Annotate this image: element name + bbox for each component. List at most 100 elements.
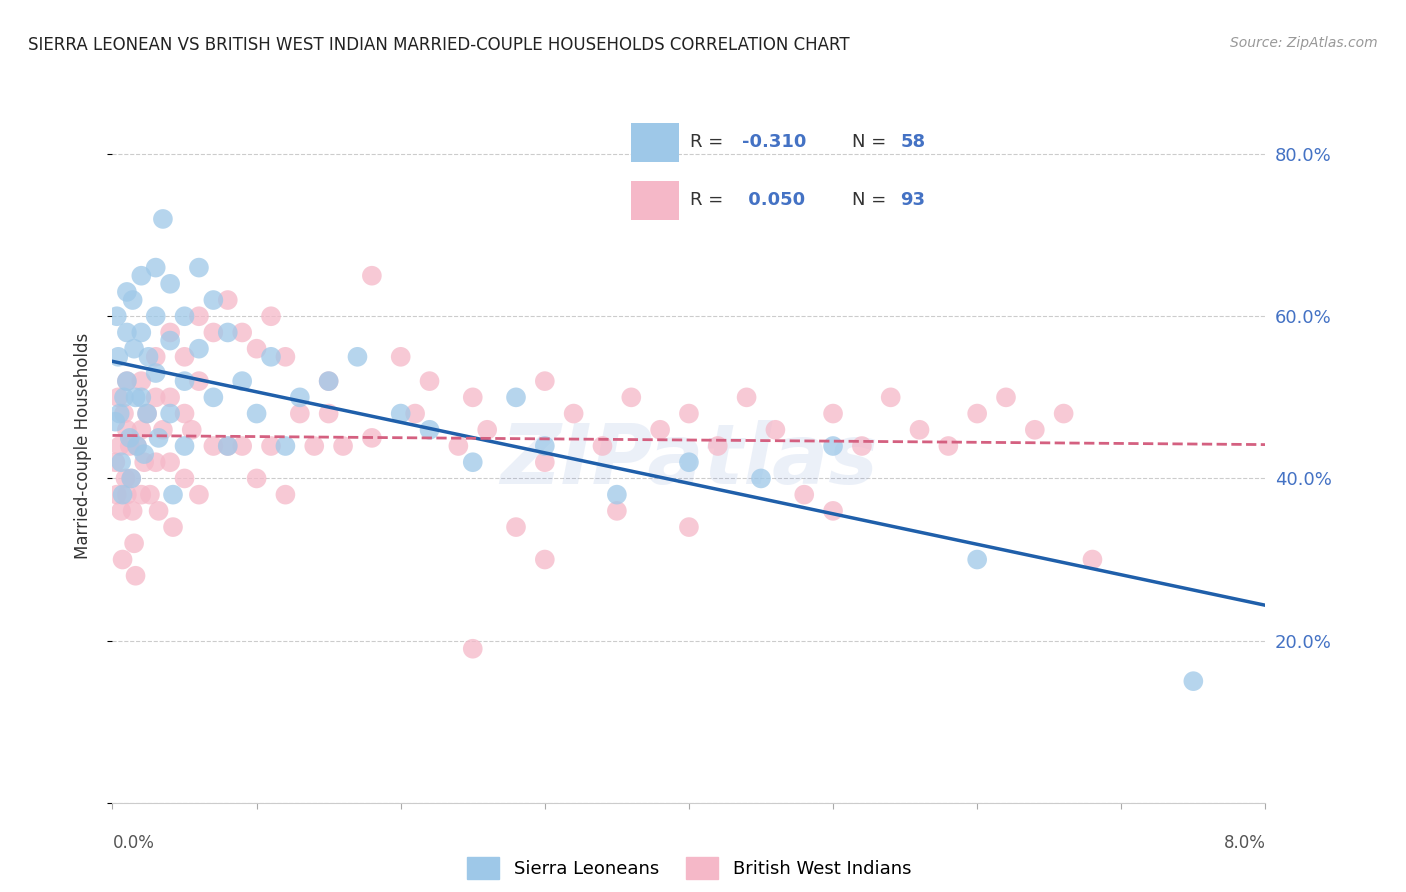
Point xyxy=(360,268,382,283)
Point xyxy=(678,455,700,469)
Point xyxy=(108,407,131,421)
Point xyxy=(606,488,628,502)
Point xyxy=(162,520,184,534)
Point xyxy=(304,439,326,453)
Point xyxy=(114,471,136,485)
Point xyxy=(118,431,141,445)
Point xyxy=(129,390,153,404)
Point xyxy=(217,439,239,453)
Point xyxy=(707,439,730,453)
Point xyxy=(562,407,585,421)
Point xyxy=(173,407,195,421)
Point xyxy=(110,455,132,469)
Point xyxy=(173,374,195,388)
Point xyxy=(765,423,787,437)
Point xyxy=(231,439,253,453)
Point xyxy=(318,407,340,421)
Point xyxy=(533,374,555,388)
Point xyxy=(288,390,311,404)
Point xyxy=(104,415,127,429)
Point xyxy=(134,455,156,469)
Point xyxy=(173,471,195,485)
Point xyxy=(148,504,170,518)
Point xyxy=(152,211,174,226)
Point xyxy=(159,390,181,404)
Point xyxy=(145,310,167,324)
Point xyxy=(274,488,297,502)
Point xyxy=(821,439,844,453)
Point xyxy=(145,366,167,380)
Point xyxy=(115,374,138,388)
Point xyxy=(188,488,211,502)
Point xyxy=(966,552,988,566)
Point xyxy=(735,390,758,404)
Point xyxy=(159,455,181,469)
Point xyxy=(110,504,132,518)
Point xyxy=(188,374,211,388)
Point xyxy=(318,374,340,388)
Point xyxy=(120,471,142,485)
Point xyxy=(120,471,142,485)
Point xyxy=(231,326,253,340)
Point xyxy=(162,488,184,502)
Point xyxy=(995,390,1018,404)
Point xyxy=(533,439,555,453)
Point xyxy=(318,374,340,388)
Point xyxy=(148,431,170,445)
Point xyxy=(111,552,134,566)
Point xyxy=(107,390,129,404)
Point xyxy=(202,439,225,453)
Text: ZIPatlas: ZIPatlas xyxy=(501,420,877,500)
Point xyxy=(461,390,484,404)
Point xyxy=(678,407,700,421)
Point xyxy=(188,260,211,275)
Point xyxy=(274,350,297,364)
Point xyxy=(260,350,283,364)
Y-axis label: Married-couple Households: Married-couple Households xyxy=(73,333,91,559)
Point xyxy=(260,439,283,453)
Point xyxy=(159,334,181,348)
Point xyxy=(908,423,931,437)
Point xyxy=(749,471,772,485)
Point xyxy=(533,552,555,566)
Point xyxy=(332,439,354,453)
Point xyxy=(124,390,146,404)
Point xyxy=(606,504,628,518)
Point xyxy=(122,342,145,356)
Point xyxy=(346,350,368,364)
Point xyxy=(475,423,498,437)
Point xyxy=(288,407,311,421)
Point xyxy=(111,488,134,502)
Point xyxy=(129,268,153,283)
Point xyxy=(173,310,195,324)
Point xyxy=(115,285,138,299)
Point xyxy=(159,326,181,340)
Point xyxy=(360,431,382,445)
Point xyxy=(129,488,153,502)
Point xyxy=(115,423,138,437)
Point xyxy=(620,390,643,404)
Point xyxy=(648,423,672,437)
Point xyxy=(180,423,202,437)
Point xyxy=(125,439,148,453)
Point xyxy=(260,310,283,324)
Point xyxy=(936,439,959,453)
Point xyxy=(152,423,174,437)
Point xyxy=(821,407,844,421)
Point xyxy=(217,326,239,340)
Text: SIERRA LEONEAN VS BRITISH WEST INDIAN MARRIED-COUPLE HOUSEHOLDS CORRELATION CHAR: SIERRA LEONEAN VS BRITISH WEST INDIAN MA… xyxy=(28,36,849,54)
Point xyxy=(173,439,195,453)
Point xyxy=(136,407,159,421)
Point xyxy=(145,390,167,404)
Point xyxy=(121,504,143,518)
Point xyxy=(134,447,156,461)
Point xyxy=(389,407,412,421)
Point xyxy=(274,439,297,453)
Text: 8.0%: 8.0% xyxy=(1223,834,1265,852)
Point xyxy=(1182,674,1205,689)
Point xyxy=(678,520,700,534)
Point xyxy=(217,439,239,453)
Point xyxy=(404,407,426,421)
Point xyxy=(231,374,253,388)
Point xyxy=(115,326,138,340)
